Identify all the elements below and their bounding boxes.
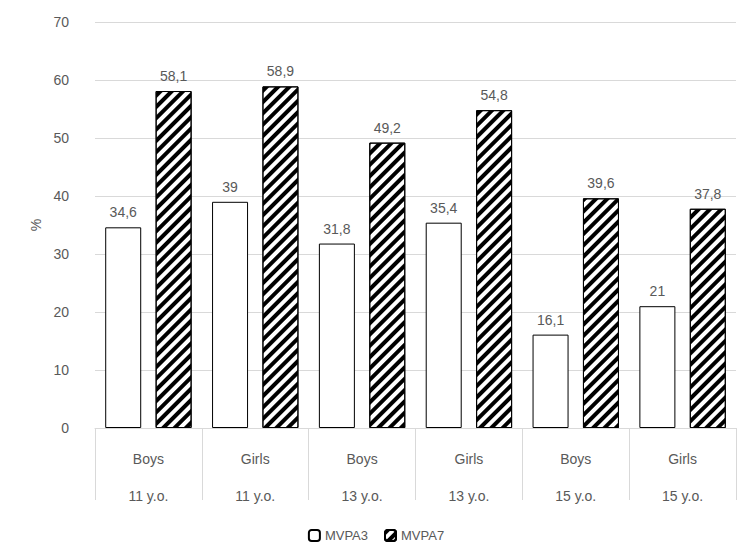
svg-text:37,8: 37,8: [694, 186, 721, 202]
svg-text:Boys: Boys: [560, 451, 591, 467]
svg-text:Boys: Boys: [133, 451, 164, 467]
svg-text:11 y.o.: 11 y.o.: [235, 488, 275, 504]
svg-text:58,1: 58,1: [160, 68, 187, 84]
svg-text:13 y.o.: 13 y.o.: [342, 488, 383, 504]
svg-text:Girls: Girls: [455, 451, 484, 467]
svg-text:Boys: Boys: [347, 451, 378, 467]
svg-text:21: 21: [650, 283, 666, 299]
svg-text:15 y.o.: 15 y.o.: [555, 488, 596, 504]
svg-text:%: %: [28, 219, 44, 231]
svg-text:0: 0: [61, 420, 69, 436]
svg-text:10: 10: [53, 362, 69, 378]
svg-text:20: 20: [53, 304, 69, 320]
svg-text:Girls: Girls: [241, 451, 270, 467]
svg-text:34,6: 34,6: [110, 204, 137, 220]
svg-text:30: 30: [53, 246, 69, 262]
svg-text:MVPA7: MVPA7: [401, 528, 444, 543]
svg-text:40: 40: [53, 188, 69, 204]
svg-text:54,8: 54,8: [480, 87, 507, 103]
svg-text:15 y.o.: 15 y.o.: [662, 488, 703, 504]
svg-text:70: 70: [53, 14, 69, 30]
svg-text:Girls: Girls: [668, 451, 697, 467]
svg-text:39,6: 39,6: [587, 175, 614, 191]
svg-text:60: 60: [53, 72, 69, 88]
svg-text:13 y.o.: 13 y.o.: [448, 488, 489, 504]
svg-text:49,2: 49,2: [374, 120, 401, 136]
svg-text:39: 39: [222, 179, 238, 195]
svg-text:11 y.o.: 11 y.o.: [128, 488, 168, 504]
svg-text:MVPA3: MVPA3: [325, 528, 368, 543]
svg-text:58,9: 58,9: [267, 63, 294, 79]
svg-text:16,1: 16,1: [537, 312, 564, 328]
svg-text:50: 50: [53, 130, 69, 146]
svg-text:31,8: 31,8: [323, 221, 350, 237]
svg-text:35,4: 35,4: [430, 200, 457, 216]
